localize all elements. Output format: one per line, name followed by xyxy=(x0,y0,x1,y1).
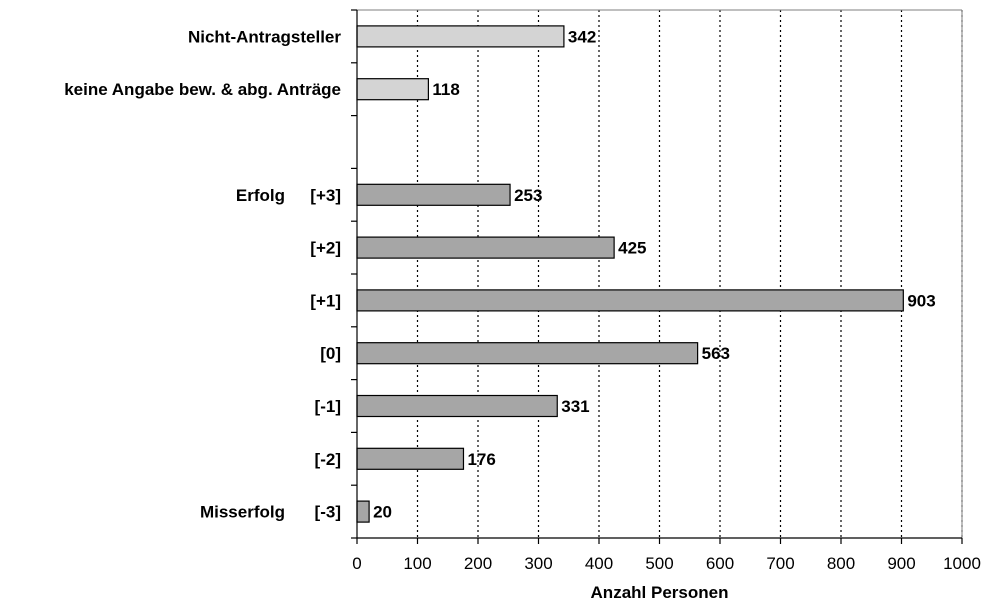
data-label: 331 xyxy=(561,397,589,416)
category-label: [+3] xyxy=(310,186,341,205)
bar xyxy=(356,394,558,418)
bar xyxy=(356,78,429,101)
category-label: [+2] xyxy=(310,239,341,258)
bar xyxy=(356,447,465,470)
category-label: [0] xyxy=(320,344,341,363)
bar xyxy=(356,289,904,312)
x-tick-label: 200 xyxy=(464,554,492,573)
data-label: 425 xyxy=(618,239,646,258)
category-group-label: Misserfolg xyxy=(200,503,285,522)
x-tick-label: 700 xyxy=(766,554,794,573)
bar xyxy=(356,342,699,365)
bar xyxy=(356,500,370,523)
data-label: 903 xyxy=(907,291,935,310)
data-label: 20 xyxy=(373,503,392,522)
x-tick-label: 600 xyxy=(706,554,734,573)
data-label: 176 xyxy=(467,450,495,469)
data-label: 118 xyxy=(432,80,459,99)
x-tick-label: 900 xyxy=(887,554,915,573)
category-label: keine Angabe bew. & abg. Anträge xyxy=(64,80,341,99)
bar xyxy=(356,183,511,206)
bar xyxy=(356,25,565,48)
bar xyxy=(356,236,615,259)
category-label: [+1] xyxy=(310,291,341,310)
x-tick-label: 300 xyxy=(524,554,552,573)
x-tick-label: 0 xyxy=(352,554,361,573)
x-tick-label: 500 xyxy=(645,554,673,573)
x-axis-title: Anzahl Personen xyxy=(591,583,729,602)
category-label: [-3] xyxy=(315,503,341,522)
category-label: [-1] xyxy=(315,397,341,416)
x-tick-label: 100 xyxy=(403,554,431,573)
category-label: Nicht-Antragsteller xyxy=(188,27,341,46)
x-tick-label: 400 xyxy=(585,554,613,573)
x-tick-label: 800 xyxy=(827,554,855,573)
x-tick-label: 1000 xyxy=(943,554,981,573)
data-label: 563 xyxy=(702,344,730,363)
category-group-label: Erfolg xyxy=(236,186,285,205)
data-label: 253 xyxy=(514,186,542,205)
category-label: [-2] xyxy=(315,450,341,469)
data-label: 342 xyxy=(568,27,596,46)
